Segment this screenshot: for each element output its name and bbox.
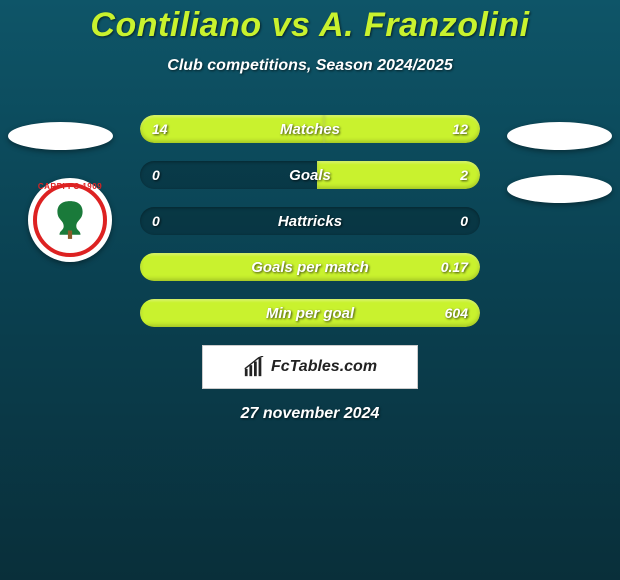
stat-right-value: 604 — [434, 305, 480, 321]
stat-right-value: 0 — [434, 213, 480, 229]
page-title: Contiliano vs A. Franzolini — [0, 0, 620, 45]
stat-right-value: 0.17 — [434, 259, 480, 275]
player-right-placeholder — [507, 122, 612, 150]
chart-icon — [243, 356, 265, 378]
player-left-placeholder — [8, 122, 113, 150]
stat-row-hattricks: 0 Hattricks 0 — [140, 207, 480, 235]
stat-label: Goals per match — [186, 259, 434, 276]
stat-label: Hattricks — [186, 213, 434, 230]
stat-label: Matches — [186, 121, 434, 138]
stat-right-value: 12 — [434, 121, 480, 137]
club-right-placeholder — [507, 175, 612, 203]
club-left-badge: CARPI FC 1909 — [28, 178, 112, 262]
stat-row-goals: 0 Goals 2 — [140, 161, 480, 189]
stat-row-goals-per-match: Goals per match 0.17 — [140, 253, 480, 281]
stat-label: Goals — [186, 167, 434, 184]
date-label: 27 november 2024 — [0, 405, 620, 423]
stat-left-value: 0 — [140, 213, 186, 229]
brand-footer[interactable]: FcTables.com — [202, 345, 418, 389]
stat-left-value: 14 — [140, 121, 186, 137]
stat-row-matches: 14 Matches 12 — [140, 115, 480, 143]
club-badge-ring — [33, 183, 107, 257]
brand-label: FcTables.com — [271, 358, 377, 376]
stat-row-min-per-goal: Min per goal 604 — [140, 299, 480, 327]
club-badge-text: CARPI FC 1909 — [28, 182, 112, 191]
club-badge-icon — [49, 199, 91, 241]
stat-right-value: 2 — [434, 167, 480, 183]
stat-label: Min per goal — [186, 305, 434, 322]
subtitle: Club competitions, Season 2024/2025 — [0, 57, 620, 75]
stat-left-value: 0 — [140, 167, 186, 183]
stats-container: 14 Matches 12 0 Goals 2 0 Hattricks 0 Go… — [140, 115, 480, 327]
